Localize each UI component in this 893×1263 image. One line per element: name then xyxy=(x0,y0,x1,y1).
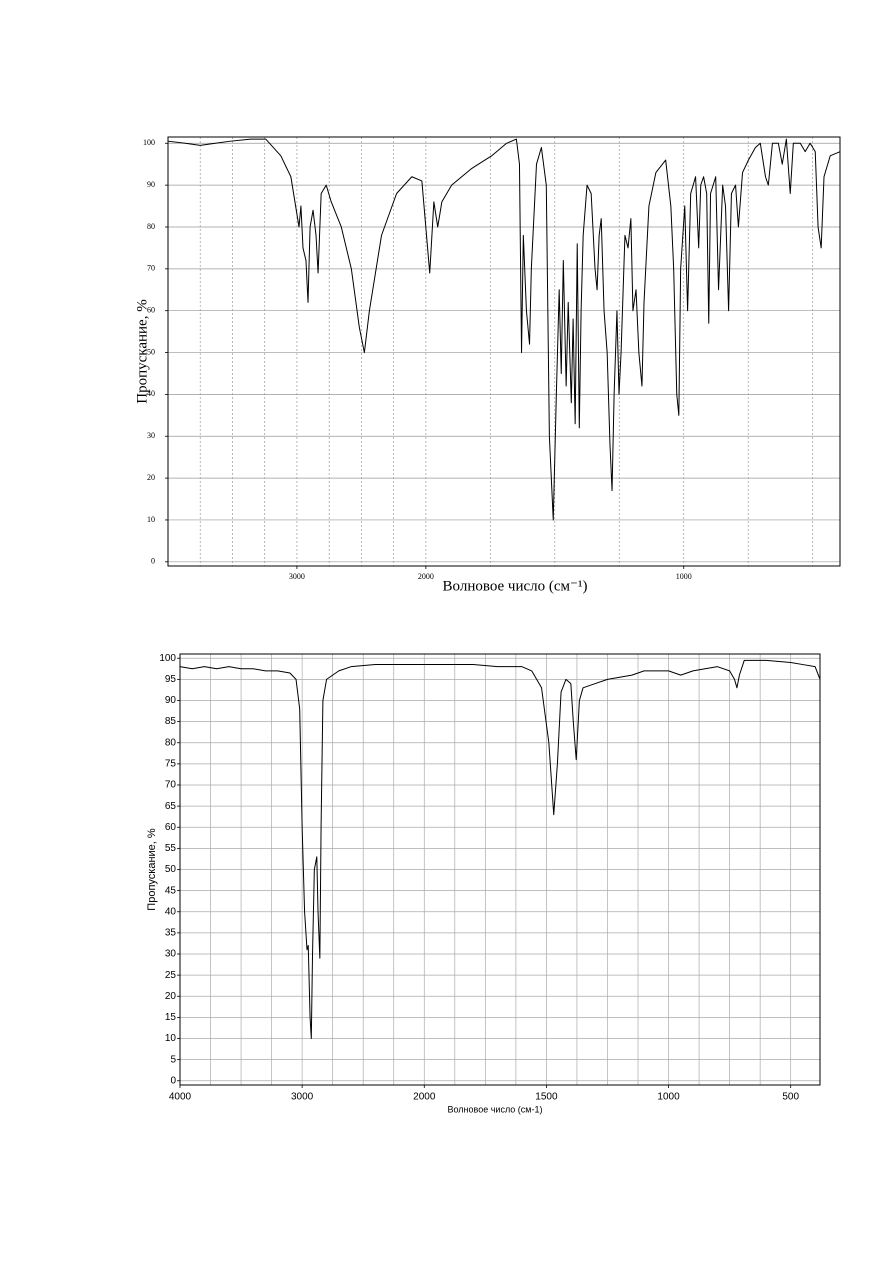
y-tick-label: 10 xyxy=(165,1033,177,1044)
y-tick-label: 60 xyxy=(165,822,177,833)
y-tick-label: 60 xyxy=(147,306,155,315)
y-tick-label: 70 xyxy=(165,780,177,791)
x-tick-label: 500 xyxy=(782,1092,799,1103)
y-tick-label: 95 xyxy=(165,674,177,685)
y-tick-label: 20 xyxy=(147,473,155,482)
y-tick-label: 10 xyxy=(147,515,155,524)
spectrum-line xyxy=(179,659,821,1040)
y-tick-label: 70 xyxy=(147,264,155,273)
y-tick-label: 45 xyxy=(165,885,177,896)
y-tick-label: 90 xyxy=(165,695,177,706)
x-tick-label: 3000 xyxy=(291,1092,314,1103)
y-tick-label: 100 xyxy=(143,138,155,147)
y-tick-label: 0 xyxy=(170,1075,176,1086)
y-tick-label: 80 xyxy=(165,737,177,748)
x-tick-label: 1000 xyxy=(676,572,692,581)
x-tick-label: 4000 xyxy=(169,1092,192,1103)
y-axis-label: Пропускание, % xyxy=(146,828,158,911)
x-tick-label: 2000 xyxy=(413,1092,436,1103)
y-tick-label: 100 xyxy=(159,653,176,664)
y-tick-label: 80 xyxy=(147,222,155,231)
y-tick-label: 50 xyxy=(147,347,155,356)
spectrum-2: 0 5 10 15 20 25 30 35 40 45 50 55 60 65 70 75 80 85 90 95 10… xyxy=(146,653,821,1114)
y-tick-label: 35 xyxy=(165,928,177,939)
spectrum-line xyxy=(167,138,841,521)
y-tick-label: 65 xyxy=(165,801,177,812)
y-tick-label: 30 xyxy=(165,949,177,960)
y-tick-label: 30 xyxy=(147,431,155,440)
y-tick-label: 55 xyxy=(165,843,177,854)
y-tick-label: 15 xyxy=(165,1012,177,1023)
x-axis-label: Волновое число (см-1) xyxy=(448,1104,543,1114)
plot-frame xyxy=(167,136,841,567)
x-axis-label: Волновое число (см⁻¹) xyxy=(443,578,588,594)
y-tick-label: 85 xyxy=(165,716,177,727)
spectrum-1: 0 10 20 30 40 50 60 70 80 90 100 3000 2000 1000 Волнов… xyxy=(134,136,841,594)
x-tick-label: 2000 xyxy=(418,572,434,581)
y-axis-label: Пропускание, % xyxy=(134,299,150,403)
y-tick-label: 20 xyxy=(165,991,177,1002)
plot-frame xyxy=(179,653,821,1086)
y-tick-label: 90 xyxy=(147,180,155,189)
y-tick-label: 0 xyxy=(151,557,155,566)
x-tick-label: 1500 xyxy=(535,1092,558,1103)
y-tick-label: 40 xyxy=(147,389,155,398)
y-tick-label: 25 xyxy=(165,970,177,981)
y-tick-label: 40 xyxy=(165,906,177,917)
y-tick-label: 75 xyxy=(165,759,177,770)
x-tick-label: 3000 xyxy=(289,572,305,581)
y-tick-label: 5 xyxy=(170,1054,176,1065)
y-tick-label: 50 xyxy=(165,864,177,875)
x-tick-label: 1000 xyxy=(657,1092,680,1103)
